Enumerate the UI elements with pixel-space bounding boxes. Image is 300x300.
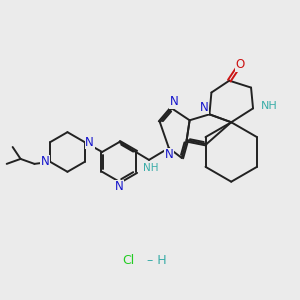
Text: NH: NH [143,163,159,173]
Text: N: N [169,95,178,108]
Text: NH: NH [260,101,277,111]
Text: N: N [200,101,209,114]
Text: N: N [85,136,94,148]
Text: N: N [164,148,173,161]
Text: – H: – H [143,254,167,268]
Text: O: O [236,58,245,71]
Text: N: N [115,180,124,193]
Text: N: N [41,155,50,168]
Text: Cl: Cl [122,254,134,268]
